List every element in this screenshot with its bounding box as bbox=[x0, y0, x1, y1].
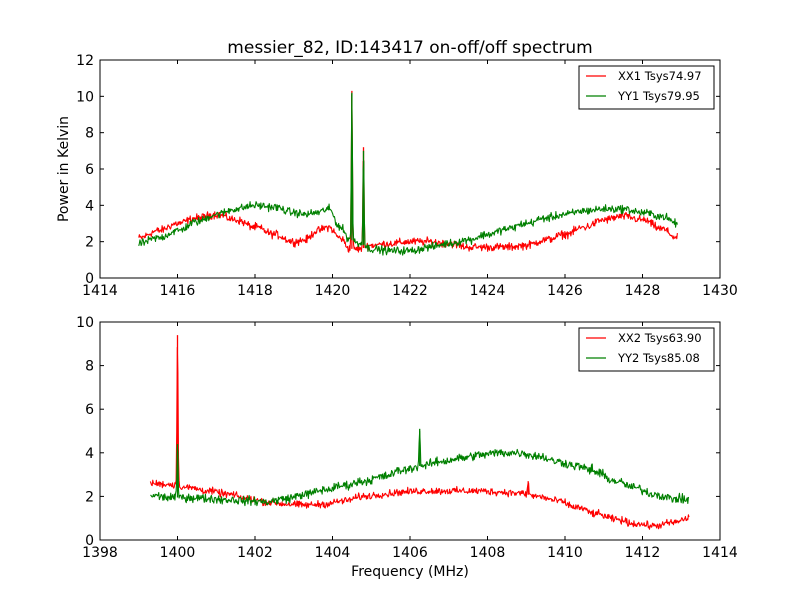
y-tick-label: 12 bbox=[76, 53, 94, 69]
bottom-series-lines bbox=[149, 335, 690, 530]
bottom-legend-box bbox=[578, 327, 715, 372]
y-tick-label: 6 bbox=[85, 162, 94, 178]
legend-label-yy2: YY2 Tsys85.08 bbox=[617, 351, 700, 365]
y-tick-label: 4 bbox=[85, 198, 94, 214]
y-tick-label: 2 bbox=[85, 489, 94, 505]
y-tick-label: 10 bbox=[76, 89, 94, 105]
top-series-lines bbox=[138, 90, 678, 256]
y-tick-label: 8 bbox=[85, 126, 94, 142]
x-tick-label: 1402 bbox=[237, 545, 273, 561]
legend-label-xx1: XX1 Tsys74.97 bbox=[618, 69, 702, 83]
x-tick-label: 1420 bbox=[315, 283, 351, 299]
bottom-legend: XX2 Tsys63.90 YY2 Tsys85.08 bbox=[578, 327, 715, 372]
x-tick-label: 1408 bbox=[470, 545, 506, 561]
legend-label-xx2: XX2 Tsys63.90 bbox=[618, 331, 702, 345]
bottom-x-ticks: 1398 1400 1402 1404 1406 1408 1410 1412 1414 bbox=[82, 322, 738, 561]
x-tick-label: 1400 bbox=[160, 545, 196, 561]
x-tick-label: 1430 bbox=[702, 283, 738, 299]
figure-title: messier_82, ID:143417 on-off/off spectru… bbox=[227, 38, 592, 58]
top-legend-box bbox=[578, 65, 715, 110]
top-y-axis-label: Power in Kelvin bbox=[56, 116, 72, 222]
x-tick-label: 1412 bbox=[625, 545, 661, 561]
x-tick-label: 1424 bbox=[470, 283, 506, 299]
y-tick-label: 10 bbox=[76, 315, 94, 331]
x-tick-label: 1418 bbox=[237, 283, 273, 299]
top-spectrum-panel: 1414 1416 1418 1420 1422 1424 1426 1428 1430 0 2 4… bbox=[56, 53, 738, 299]
legend-label-yy1: YY1 Tsys79.95 bbox=[617, 89, 700, 103]
x-tick-label: 1410 bbox=[547, 545, 583, 561]
x-tick-label: 1398 bbox=[82, 545, 118, 561]
top-legend: XX1 Tsys74.97 YY1 Tsys79.95 bbox=[578, 65, 715, 110]
x-tick-label: 1428 bbox=[625, 283, 661, 299]
y-tick-label: 2 bbox=[85, 235, 94, 251]
y-tick-label: 6 bbox=[85, 402, 94, 418]
x-tick-label: 1416 bbox=[160, 283, 196, 299]
top-x-ticks: 1414 1416 1418 1420 1422 1424 1426 1428 1430 bbox=[82, 60, 738, 299]
x-tick-label: 1406 bbox=[392, 545, 428, 561]
series-line-xx1 bbox=[138, 93, 678, 253]
bottom-x-axis-label: Frequency (MHz) bbox=[351, 564, 469, 580]
x-tick-label: 1426 bbox=[547, 283, 583, 299]
x-tick-label: 1404 bbox=[315, 545, 351, 561]
y-tick-label: 0 bbox=[85, 533, 94, 549]
bottom-y-ticks: 0 2 4 6 8 10 bbox=[76, 315, 720, 549]
top-y-ticks: 0 2 4 6 8 10 12 bbox=[76, 53, 720, 287]
y-tick-label: 8 bbox=[85, 359, 94, 375]
x-tick-label: 1414 bbox=[82, 283, 118, 299]
series-line-xx2 bbox=[149, 346, 690, 530]
bottom-spectrum-panel: 1398 1400 1402 1404 1406 1408 1410 1412 1414 0 2 4… bbox=[76, 315, 738, 580]
series-line-yy1 bbox=[138, 94, 678, 256]
x-tick-label: 1414 bbox=[702, 545, 738, 561]
y-tick-label: 0 bbox=[85, 271, 94, 287]
y-tick-label: 4 bbox=[85, 446, 94, 462]
x-tick-label: 1422 bbox=[392, 283, 428, 299]
